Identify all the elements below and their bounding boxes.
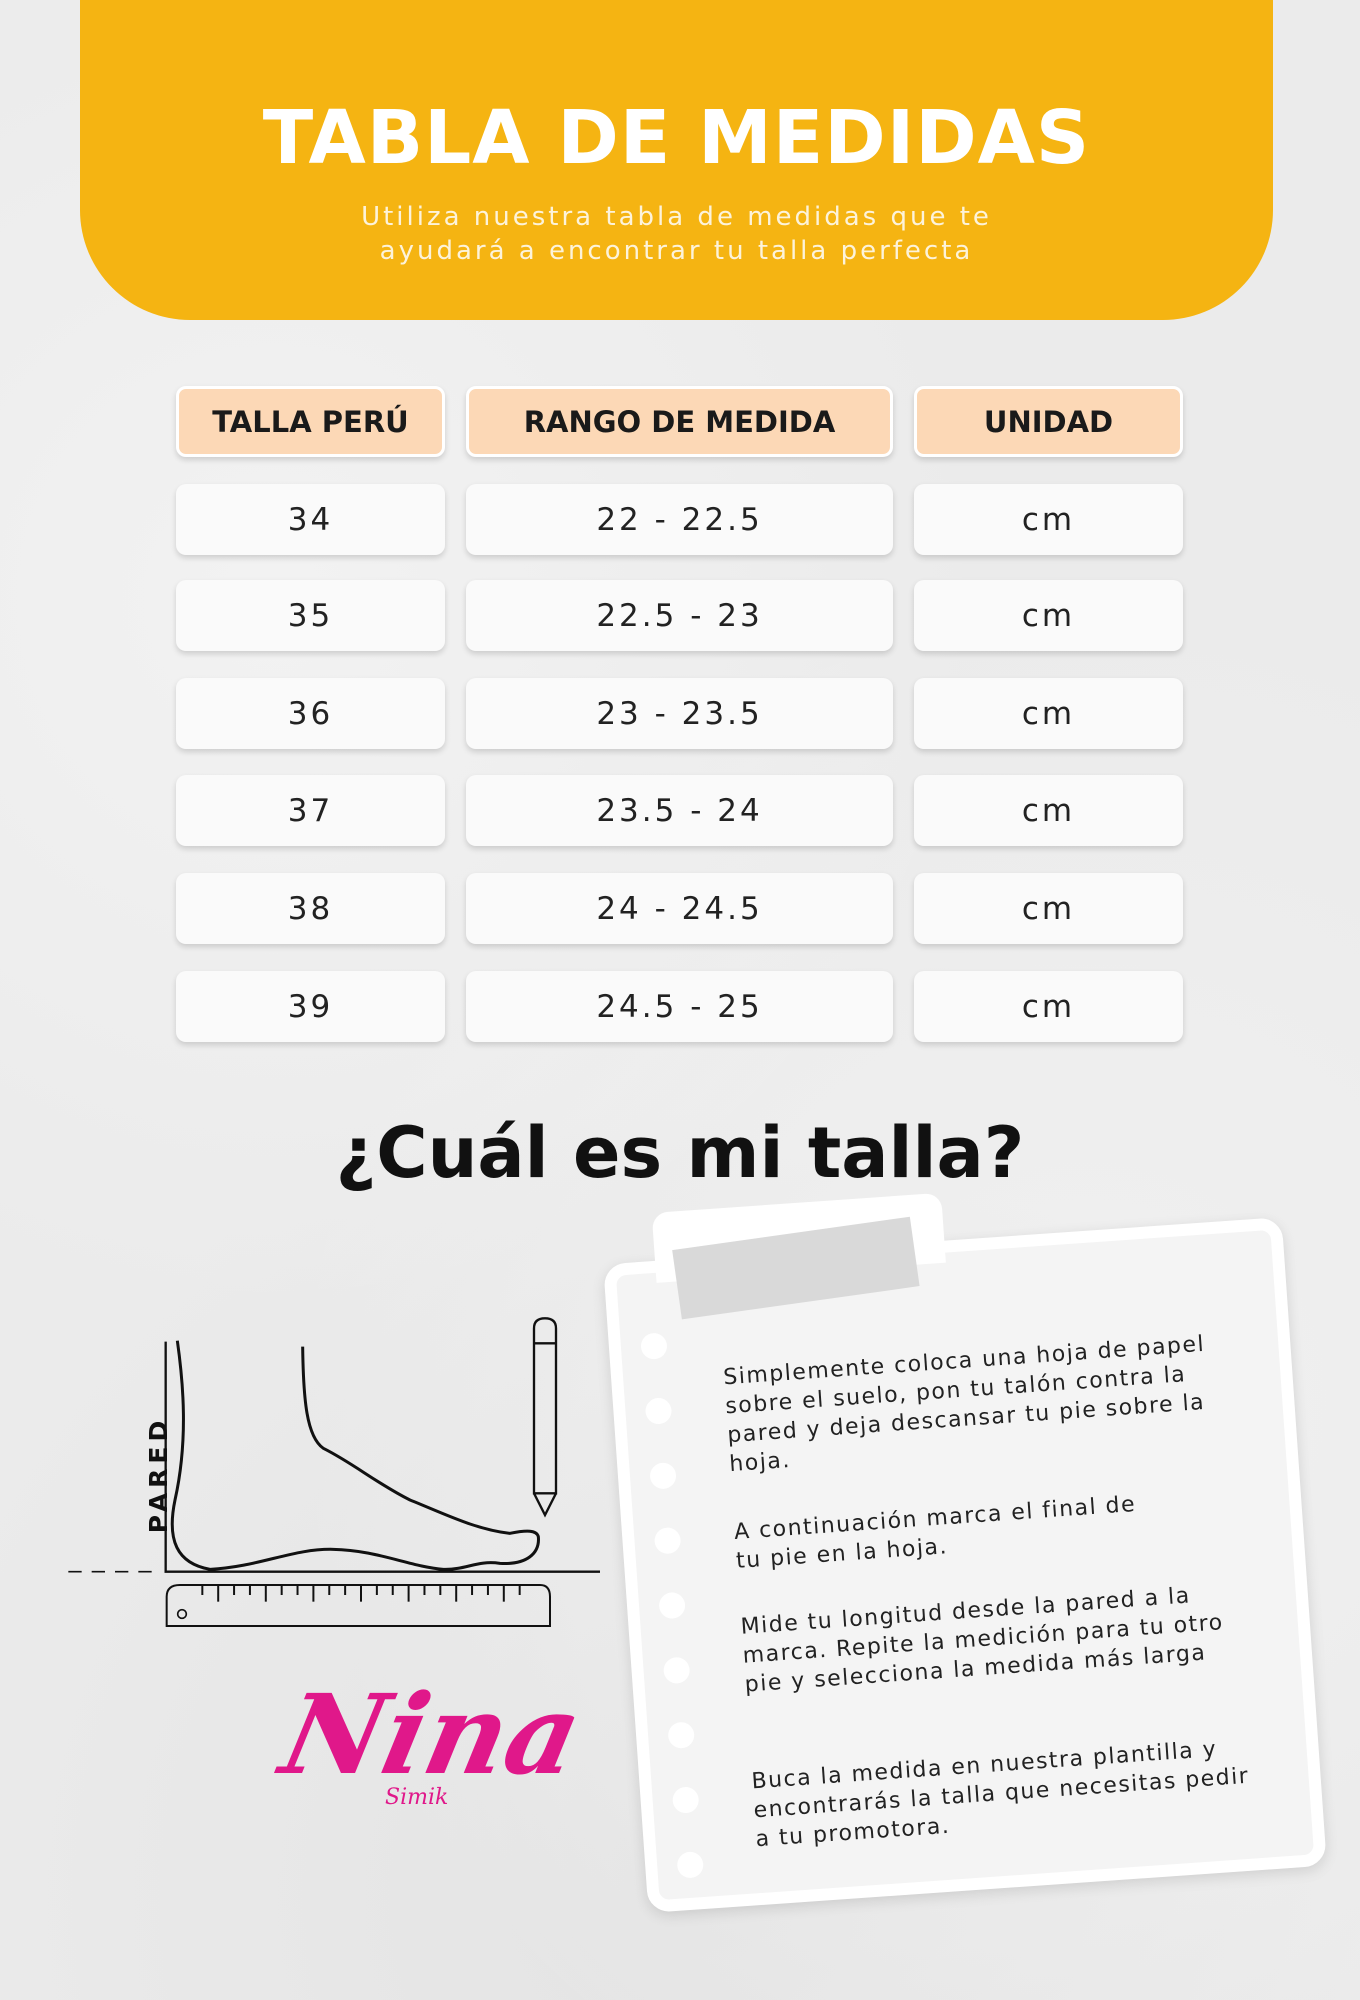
- instruction-4: Buca la medida en nuestra plantilla y en…: [750, 1736, 1251, 1853]
- size-cell: 37: [176, 775, 445, 846]
- unit-cell: cm: [914, 678, 1183, 749]
- size-cell: 38: [176, 873, 445, 944]
- unit-cell: cm: [914, 971, 1183, 1042]
- foot-outline-icon: [170, 1340, 540, 1571]
- header-unidad: UNIDAD: [914, 386, 1183, 457]
- binder-hole: [671, 1786, 700, 1814]
- pencil-icon: [532, 1317, 558, 1518]
- wall-floor-lines: [164, 1341, 600, 1573]
- range-cell: 22.5 - 23: [466, 580, 893, 651]
- binder-hole: [653, 1526, 682, 1555]
- instruction-2: A continuación marca el final de tu pie …: [733, 1491, 1137, 1574]
- instruction-3: Mide tu longitud desde la pared a la mar…: [739, 1583, 1225, 1698]
- binder-hole: [649, 1461, 677, 1490]
- size-cell: 35: [176, 580, 445, 651]
- page-title: TABLA DE MEDIDAS: [262, 95, 1091, 181]
- size-cell: 39: [176, 971, 445, 1042]
- binder-hole: [676, 1851, 705, 1879]
- unit-cell: cm: [914, 484, 1183, 555]
- header-rango: RANGO DE MEDIDA: [466, 386, 893, 457]
- range-cell: 22 - 22.5: [466, 484, 893, 555]
- binder-hole: [644, 1397, 673, 1425]
- binder-hole: [658, 1591, 686, 1620]
- binder-hole: [662, 1656, 691, 1685]
- range-cell: 24.5 - 25: [466, 971, 893, 1042]
- range-cell: 23 - 23.5: [466, 678, 893, 749]
- subtitle-line-2: ayudará a encontrar tu talla perfecta: [379, 236, 974, 266]
- brand-logo: Nina: [271, 1670, 593, 1799]
- range-cell: 23.5 - 24: [466, 775, 893, 846]
- subtitle-line-1: Utiliza nuestra tabla de medidas que te: [361, 202, 992, 232]
- size-cell: 36: [176, 678, 445, 749]
- foot-diagram: [68, 1317, 600, 1627]
- range-cell: 24 - 24.5: [466, 873, 893, 944]
- instruction-1: Simplemente coloca una hoja de papel sob…: [722, 1331, 1206, 1478]
- binder-hole: [667, 1721, 696, 1750]
- unit-cell: cm: [914, 580, 1183, 651]
- instructions-note: Simplemente coloca una hoja de papel sob…: [603, 1192, 1327, 1913]
- binder-hole: [640, 1332, 668, 1361]
- ruler-icon: [165, 1584, 551, 1627]
- brand-logo-tagline: Simik: [385, 1785, 449, 1810]
- header-talla: TALLA PERÚ: [176, 386, 445, 457]
- unit-cell: cm: [914, 775, 1183, 846]
- size-cell: 34: [176, 484, 445, 555]
- header-banner: TABLA DE MEDIDAS Utiliza nuestra tabla d…: [80, 0, 1273, 320]
- section-title: ¿Cuál es mi talla?: [335, 1112, 1025, 1194]
- unit-cell: cm: [914, 873, 1183, 944]
